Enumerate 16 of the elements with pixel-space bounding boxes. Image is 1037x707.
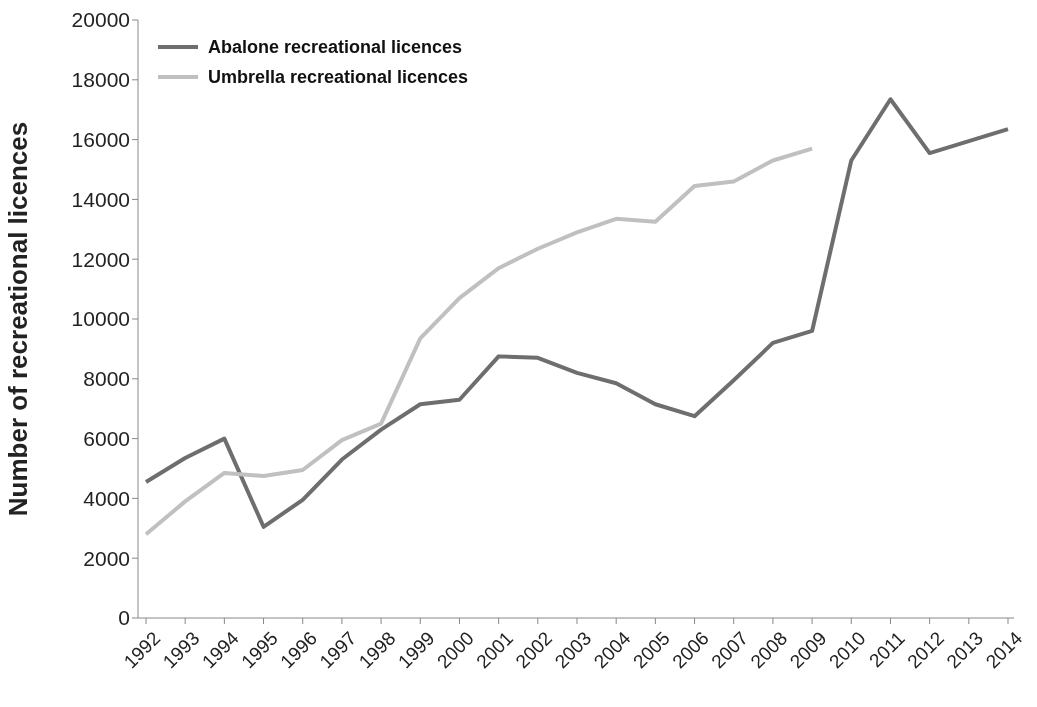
legend-label: Umbrella recreational licences	[208, 66, 469, 89]
y-tick-label: 8000	[83, 367, 130, 391]
y-tick-label: 6000	[83, 427, 130, 451]
y-axis-title: Number of recreational licences	[3, 121, 34, 517]
y-tick-label: 12000	[71, 247, 130, 271]
y-tick-label: 10000	[71, 307, 130, 331]
y-tick-label: 2000	[83, 546, 130, 570]
y-tick-label: 14000	[71, 187, 130, 211]
legend-label: Abalone recreational licences	[208, 36, 463, 59]
line-series	[144, 97, 1010, 529]
y-tick-label: 18000	[71, 68, 130, 92]
y-tick-label: 0	[118, 606, 130, 630]
line-series	[144, 146, 815, 537]
y-tick-label: 4000	[83, 486, 130, 510]
y-tick-label: 20000	[71, 8, 130, 32]
y-tick-label: 16000	[71, 128, 130, 152]
